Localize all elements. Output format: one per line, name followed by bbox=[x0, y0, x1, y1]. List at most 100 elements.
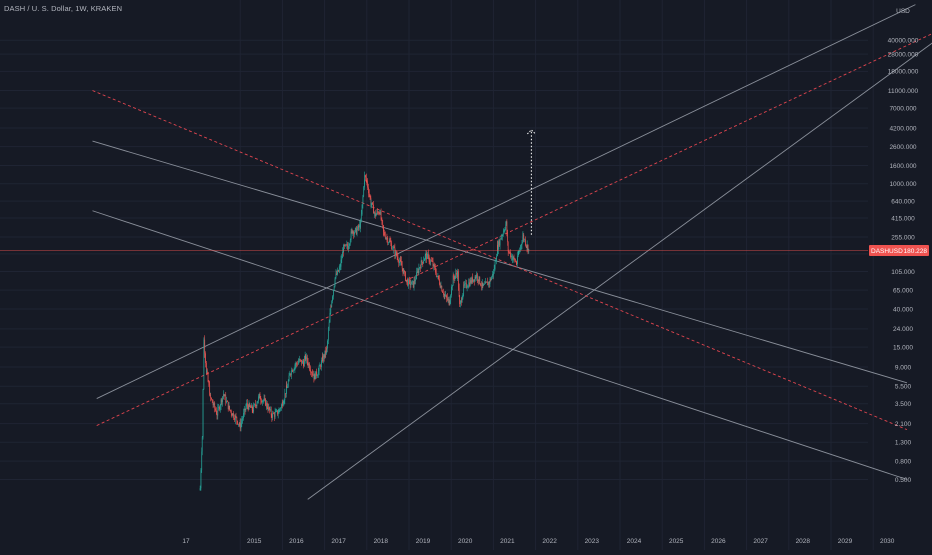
candle-body bbox=[513, 257, 514, 258]
candle-body bbox=[343, 245, 344, 252]
candle-body bbox=[235, 416, 236, 420]
candle-body bbox=[331, 306, 332, 307]
candle-body bbox=[276, 410, 277, 411]
y-tick-label: 28000.000 bbox=[888, 51, 919, 58]
candle-body bbox=[400, 260, 401, 261]
candle-body bbox=[322, 356, 323, 361]
candle-body bbox=[270, 409, 271, 410]
candle-body bbox=[315, 371, 316, 379]
candle-body bbox=[209, 385, 210, 395]
candle-body bbox=[354, 232, 355, 234]
candle-body bbox=[483, 283, 484, 286]
trendline-solid[interactable] bbox=[93, 211, 907, 480]
candle-body bbox=[502, 235, 503, 236]
candle-body bbox=[438, 276, 439, 279]
candle-body bbox=[489, 282, 490, 284]
candle-body bbox=[434, 265, 435, 268]
candle-body bbox=[210, 395, 211, 398]
candle-body bbox=[385, 236, 386, 239]
candle-body bbox=[398, 261, 399, 263]
candle-body bbox=[234, 418, 235, 420]
candle-body bbox=[424, 259, 425, 261]
chart-title: DASH / U. S. Dollar, 1W, KRAKEN bbox=[4, 4, 122, 13]
candle-body bbox=[441, 286, 442, 287]
candle-body bbox=[428, 254, 429, 256]
candle-body bbox=[311, 372, 312, 373]
candle-body bbox=[492, 274, 493, 277]
candle-body bbox=[447, 298, 448, 300]
candle-body bbox=[276, 411, 277, 412]
y-tick-label: 0.800 bbox=[895, 458, 912, 465]
candle-body bbox=[458, 271, 459, 287]
candle-body bbox=[425, 255, 426, 259]
candle-body bbox=[450, 300, 451, 305]
candle-body bbox=[266, 403, 267, 406]
candle-body bbox=[277, 410, 278, 414]
candle-body bbox=[219, 407, 220, 410]
candle-body bbox=[214, 403, 215, 408]
candle-body bbox=[352, 229, 353, 233]
candle-body bbox=[272, 413, 273, 418]
candle-body bbox=[251, 405, 252, 407]
candle-body bbox=[220, 406, 221, 410]
candle-body bbox=[452, 286, 453, 287]
trendline-dashed[interactable] bbox=[93, 91, 907, 430]
candle-body bbox=[426, 253, 427, 255]
candle-body bbox=[339, 268, 340, 269]
candle-body bbox=[389, 241, 390, 243]
candle-body bbox=[240, 422, 241, 428]
candle-body bbox=[487, 282, 488, 285]
candle-body bbox=[383, 231, 384, 232]
candle-body bbox=[308, 362, 309, 366]
candle-body bbox=[404, 271, 405, 272]
candle-body bbox=[440, 284, 441, 287]
candle-body bbox=[336, 274, 337, 278]
candle-body bbox=[471, 277, 472, 282]
x-tick-label: 2018 bbox=[374, 538, 389, 545]
candle-body bbox=[302, 361, 303, 364]
y-tick-label: 2.100 bbox=[895, 421, 912, 428]
candle-body bbox=[334, 286, 335, 290]
candle-body bbox=[509, 252, 510, 253]
candle-body bbox=[429, 256, 430, 262]
candle-body bbox=[395, 248, 396, 255]
candle-body bbox=[470, 280, 471, 286]
candle-body bbox=[236, 416, 237, 417]
candle-body bbox=[353, 231, 354, 234]
candle-body bbox=[208, 373, 209, 381]
candle-body bbox=[463, 294, 464, 299]
candle-body bbox=[476, 277, 477, 278]
candle-body bbox=[501, 236, 502, 239]
y-tick-label: 4200.000 bbox=[889, 125, 916, 132]
candle-layer bbox=[200, 172, 529, 491]
candle-body bbox=[295, 365, 296, 366]
y-tick-label: 105.000 bbox=[891, 269, 915, 276]
candle-body bbox=[406, 280, 407, 281]
y-tick-label: 7000.000 bbox=[889, 105, 916, 112]
candle-body bbox=[275, 412, 276, 417]
candle-body bbox=[371, 204, 372, 205]
candle-body bbox=[320, 366, 321, 367]
candle-body bbox=[403, 268, 404, 273]
candle-body bbox=[262, 401, 263, 402]
candle-body bbox=[422, 262, 423, 263]
candle-body bbox=[402, 266, 403, 269]
candle-body bbox=[394, 247, 395, 248]
candle-body bbox=[200, 488, 201, 490]
candle-body bbox=[437, 276, 438, 277]
candle-body bbox=[245, 409, 246, 410]
candle-body bbox=[290, 374, 291, 375]
trendline-solid[interactable] bbox=[93, 141, 907, 383]
candle-body bbox=[507, 234, 508, 242]
candle-body bbox=[488, 282, 489, 285]
x-tick-label: 2026 bbox=[711, 538, 726, 545]
candle-body bbox=[500, 239, 501, 246]
candle-body bbox=[320, 366, 321, 367]
candle-body bbox=[288, 381, 289, 386]
candle-body bbox=[445, 295, 446, 296]
candle-body bbox=[209, 382, 210, 386]
candle-body bbox=[487, 282, 488, 283]
